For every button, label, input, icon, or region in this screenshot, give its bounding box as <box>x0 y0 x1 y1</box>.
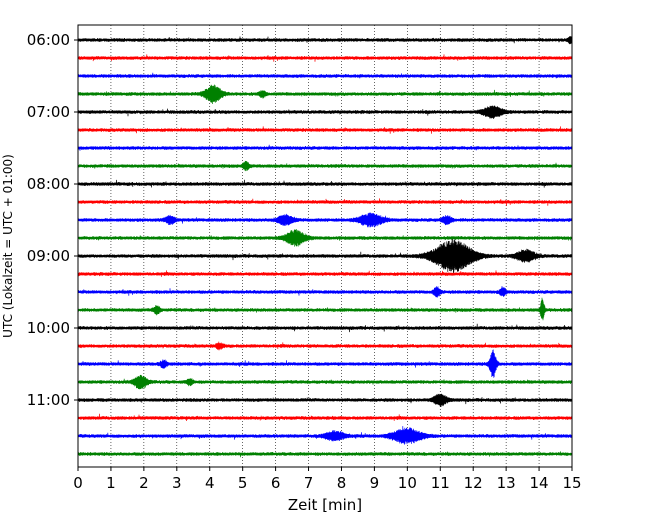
trace-14 <box>77 286 573 298</box>
trace-13 <box>77 270 573 277</box>
traces <box>77 36 573 458</box>
trace-20 <box>77 393 573 408</box>
trace-18 <box>77 349 573 378</box>
x-tick-label: 15 <box>562 474 581 492</box>
plot-frame <box>77 24 573 468</box>
y-axis-label: UTC (Lokalzeit = UTC + 01:00) <box>1 154 15 338</box>
x-tick-label: 4 <box>205 474 215 492</box>
trace-21 <box>77 413 573 421</box>
y-tick-label: 06:00 <box>27 31 70 49</box>
x-tick-label: 9 <box>370 474 380 492</box>
x-tick-label: 14 <box>530 474 549 492</box>
x-tick-label: 3 <box>172 474 182 492</box>
y-tick-label: 07:00 <box>27 103 70 121</box>
trace-3 <box>77 84 573 105</box>
y-tick-label: 08:00 <box>27 175 70 193</box>
y-axis-ticks: 06:00 07:00 08:00 09:00 10:00 11:00 <box>27 31 78 409</box>
trace-17 <box>77 341 573 351</box>
trace-5 <box>77 126 573 134</box>
trace-0 <box>77 36 573 45</box>
x-tick-label: 13 <box>497 474 516 492</box>
trace-4 <box>77 105 573 119</box>
trace-6 <box>77 144 573 151</box>
trace-23 <box>77 451 573 458</box>
trace-15 <box>77 297 573 321</box>
x-tick-label: 5 <box>238 474 248 492</box>
x-tick-label: 2 <box>139 474 149 492</box>
x-tick-label: 8 <box>337 474 347 492</box>
trace-7 <box>77 160 573 172</box>
trace-19 <box>77 374 573 390</box>
trace-8 <box>77 179 573 188</box>
trace-10 <box>77 212 573 228</box>
x-tick-label: 12 <box>464 474 483 492</box>
trace-16 <box>77 323 573 333</box>
x-axis-label: Zeit [min] <box>288 496 362 514</box>
trace-2 <box>77 72 573 79</box>
trace-1 <box>77 54 573 62</box>
x-tick-label: 1 <box>106 474 116 492</box>
x-tick-label: 10 <box>398 474 417 492</box>
x-tick-label: 6 <box>271 474 281 492</box>
trace-11 <box>77 229 573 247</box>
x-axis-ticks: 0 1 2 3 4 5 6 7 8 9 10 11 12 13 14 15 <box>73 467 582 492</box>
x-tick-label: 0 <box>73 474 83 492</box>
y-tick-label: 11:00 <box>27 391 70 409</box>
trace-12 <box>77 239 573 273</box>
y-tick-label: 10:00 <box>27 319 70 337</box>
x-tick-label: 7 <box>304 474 314 492</box>
y-tick-label: 09:00 <box>27 247 70 265</box>
trace-22 <box>77 426 573 445</box>
trace-9 <box>77 198 573 206</box>
x-tick-label: 11 <box>431 474 450 492</box>
